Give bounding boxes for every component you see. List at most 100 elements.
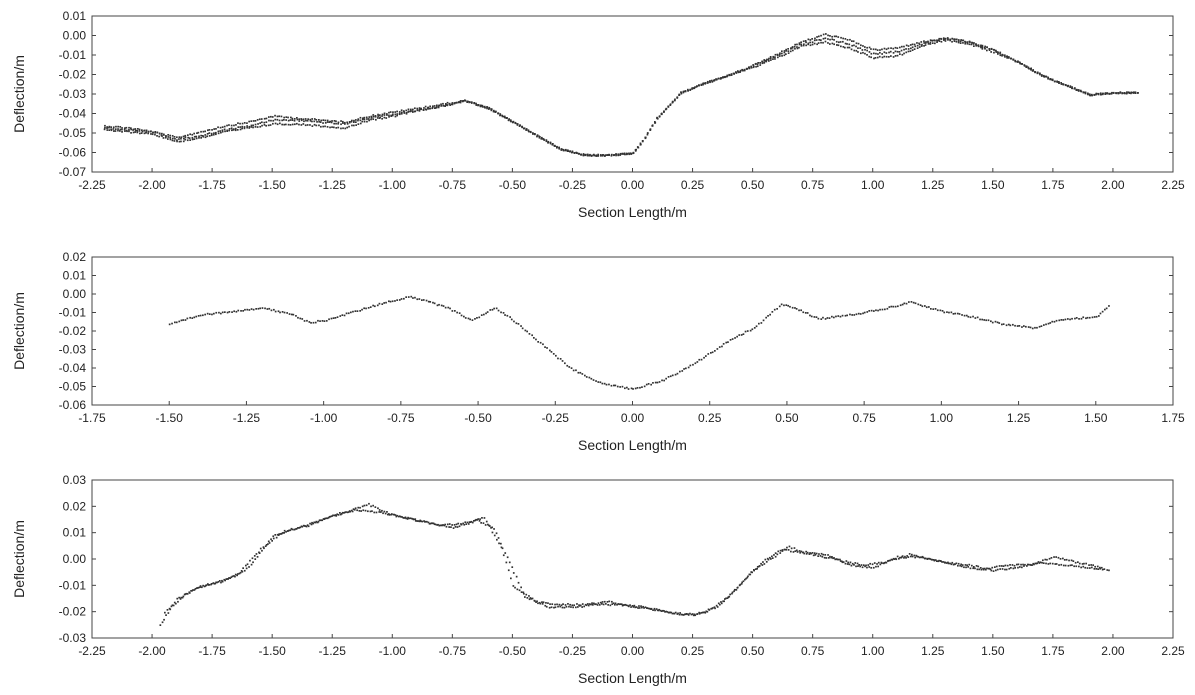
data-point — [1062, 557, 1064, 560]
data-point — [123, 128, 126, 131]
data-point — [827, 42, 829, 44]
data-point — [978, 568, 981, 571]
data-point — [778, 305, 781, 308]
data-point — [159, 624, 162, 626]
data-point — [206, 312, 209, 315]
data-point — [471, 521, 474, 524]
data-point — [530, 131, 532, 134]
data-point — [864, 52, 866, 55]
data-point — [914, 45, 917, 48]
data-point — [1042, 559, 1044, 562]
data-point — [885, 52, 888, 54]
data-point — [504, 552, 507, 554]
data-point — [478, 316, 481, 319]
data-point — [475, 104, 478, 106]
data-point — [700, 612, 702, 614]
data-point — [625, 153, 628, 156]
data-point — [973, 42, 975, 44]
data-point — [731, 592, 733, 595]
data-point — [468, 101, 471, 103]
data-point — [864, 48, 866, 51]
data-point — [988, 49, 991, 51]
data-point — [223, 125, 226, 128]
data-point — [597, 153, 599, 156]
data-point — [934, 42, 936, 45]
data-point — [1020, 563, 1022, 566]
data-point — [644, 136, 647, 139]
data-point — [1126, 92, 1128, 94]
data-point — [117, 129, 119, 132]
data-point — [162, 137, 165, 139]
data-point — [953, 40, 956, 42]
data-point — [499, 114, 502, 116]
data-series-2 — [164, 508, 1103, 617]
data-point — [1078, 562, 1081, 565]
data-point — [947, 38, 949, 40]
data-point — [920, 45, 923, 47]
data-point — [260, 118, 263, 120]
data-point — [986, 49, 988, 52]
data-point — [844, 562, 847, 565]
data-point — [1010, 567, 1012, 569]
data-point — [921, 305, 924, 308]
data-point — [121, 127, 123, 129]
data-point — [924, 557, 926, 560]
data-point — [719, 78, 722, 80]
data-point — [879, 563, 882, 566]
data-point — [454, 526, 457, 528]
data-point — [646, 133, 649, 136]
data-point — [774, 56, 776, 58]
data-point — [158, 132, 161, 135]
data-point — [966, 42, 969, 45]
data-point — [692, 363, 694, 366]
data-point — [511, 566, 514, 568]
data-point — [486, 311, 489, 313]
data-point — [487, 523, 489, 526]
data-point — [514, 121, 517, 124]
data-point — [949, 38, 951, 41]
data-point — [182, 595, 185, 598]
data-point — [211, 129, 213, 131]
data-point — [877, 53, 879, 55]
data-point — [750, 66, 753, 69]
data-point — [546, 347, 548, 349]
data-point — [201, 586, 203, 589]
data-point — [671, 374, 674, 377]
data-point — [274, 122, 277, 125]
data-point — [730, 74, 733, 76]
data-point — [500, 546, 503, 549]
data-point — [264, 545, 267, 547]
data-point — [774, 58, 776, 60]
x-tick-label: -1.25 — [233, 411, 261, 425]
data-point — [1006, 57, 1008, 59]
data-point — [955, 562, 958, 565]
data-point — [158, 135, 160, 138]
data-point — [188, 591, 191, 594]
data-point — [696, 613, 699, 615]
data-point — [321, 519, 324, 522]
data-point — [306, 524, 309, 526]
data-point — [418, 298, 421, 300]
data-point — [740, 583, 743, 585]
data-point — [267, 540, 270, 543]
data-point — [824, 40, 827, 43]
data-point — [396, 113, 399, 115]
data-point — [525, 128, 528, 130]
data-point — [286, 312, 288, 314]
data-point — [810, 552, 812, 555]
data-point — [707, 81, 709, 83]
data-point — [899, 46, 901, 49]
data-point — [783, 548, 786, 551]
data-point — [185, 592, 188, 595]
data-point — [203, 585, 206, 588]
data-point — [787, 549, 790, 551]
data-point — [807, 43, 809, 46]
data-point — [391, 513, 393, 515]
data-point — [432, 105, 434, 108]
data-point — [920, 41, 923, 43]
data-point — [418, 108, 421, 111]
data-point — [524, 329, 527, 332]
data-point — [202, 584, 204, 587]
data-point — [1124, 92, 1126, 95]
data-point — [652, 609, 654, 611]
